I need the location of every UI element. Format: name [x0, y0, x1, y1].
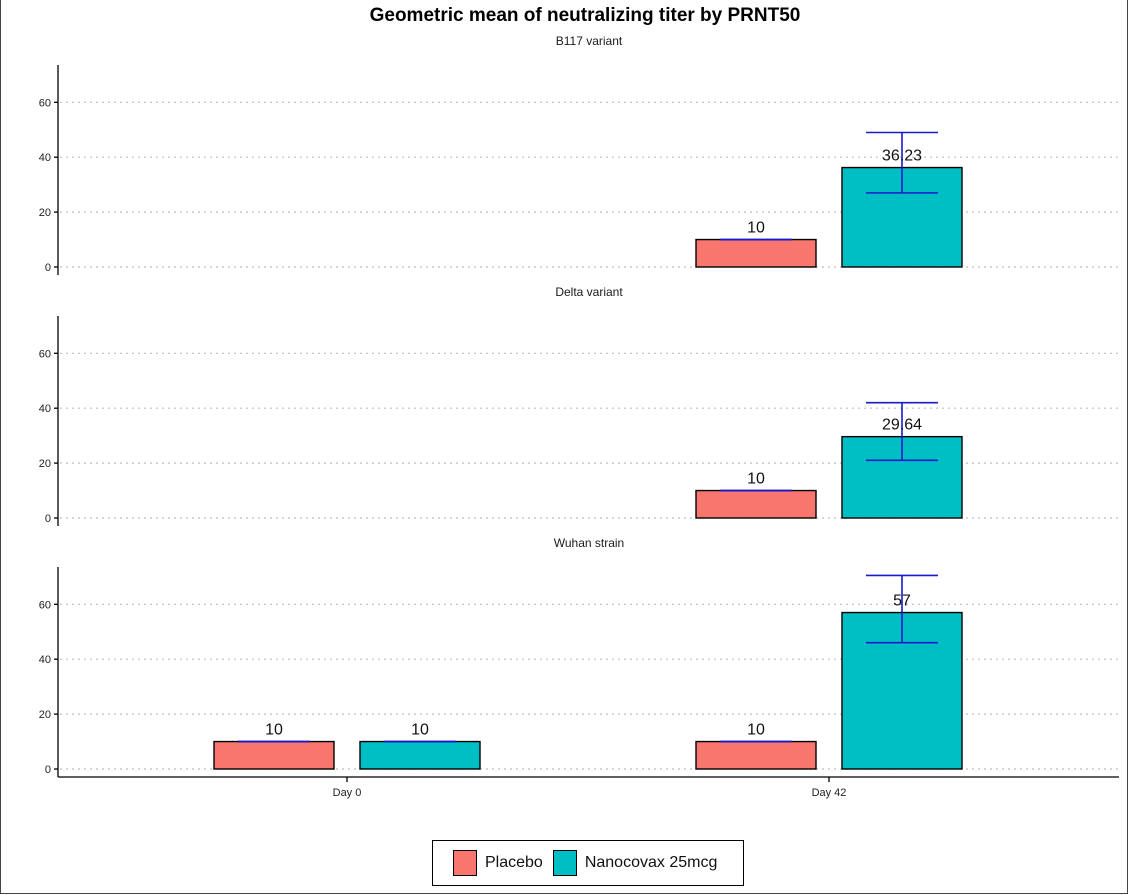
- data-label: 29.64: [882, 417, 922, 434]
- y-tick-label: 20: [39, 709, 51, 721]
- panel-wuhan-strain: Wuhan strain 0 20 40 60 10 10 10 57 Day 0 Day 42: [39, 536, 1119, 799]
- data-label: 10: [265, 722, 283, 739]
- x-tick-label: Day 0: [333, 787, 362, 799]
- y-tick-label: 20: [39, 207, 51, 219]
- legend-item-placebo: Placebo: [453, 850, 543, 876]
- facet-label: Delta variant: [555, 285, 623, 299]
- data-label: 10: [747, 471, 765, 488]
- y-tick-label: 60: [39, 348, 51, 360]
- panel-delta-variant: Delta variant 0 20 40 60 10 29.64: [39, 285, 1119, 526]
- legend-label-placebo: Placebo: [485, 854, 543, 871]
- data-label: 10: [747, 220, 765, 237]
- y-tick-label: 60: [39, 97, 51, 109]
- bar-placebo-day-42: [695, 489, 817, 519]
- x-tick-label: Day 42: [812, 787, 847, 799]
- chart-panels: B117 variant 0 20 40 60 10 36.23 Delta variant 0…: [39, 34, 1119, 799]
- legend-label-nanocovax: Nanocovax 25mcg: [584, 854, 718, 871]
- y-tick-label: 40: [39, 152, 51, 164]
- y-tick-label: 20: [39, 458, 51, 470]
- legend: Placebo Nanocovax 25mcg: [432, 840, 744, 886]
- y-tick-label: 0: [45, 513, 51, 525]
- y-tick-label: 40: [39, 403, 51, 415]
- bar-nanocovax-25mcg-day-0: [359, 740, 481, 770]
- y-tick-label: 40: [39, 654, 51, 666]
- data-label: 10: [411, 722, 429, 739]
- legend-swatch-placebo: [453, 850, 477, 876]
- bar-placebo-day-0: [213, 740, 335, 770]
- panel-b117-variant: B117 variant 0 20 40 60 10 36.23: [39, 34, 1119, 275]
- facet-label: B117 variant: [556, 34, 623, 48]
- bar-placebo-day-42: [695, 238, 817, 268]
- data-label: 57: [893, 593, 911, 610]
- y-tick-label: 0: [45, 764, 51, 776]
- y-tick-label: 60: [39, 599, 51, 611]
- data-label: 10: [747, 722, 765, 739]
- y-tick-label: 0: [45, 262, 51, 274]
- bar-placebo-day-42: [695, 740, 817, 770]
- legend-item-nanocovax: Nanocovax 25mcg: [552, 850, 718, 876]
- facet-label: Wuhan strain: [554, 536, 624, 550]
- legend-swatch-nanocovax: [552, 850, 577, 876]
- chart-title: Geometric mean of neutralizing titer by …: [370, 5, 801, 26]
- data-label: 36.23: [882, 148, 922, 165]
